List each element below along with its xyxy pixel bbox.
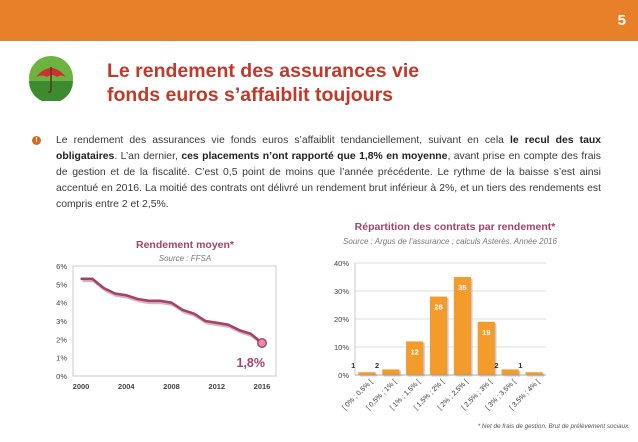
bar-chart-y-tick-label: 30%: [334, 287, 349, 296]
line-chart-point: [238, 329, 241, 331]
line-chart-series-shadow: [82, 279, 265, 347]
bar-chart-bar: [477, 321, 495, 375]
line-chart-y-tick-label: 1%: [56, 354, 67, 363]
bar-chart-bar-shadow: [526, 373, 545, 377]
line-chart-x-tick-label: 2016: [254, 382, 271, 391]
line-chart-point: [257, 338, 268, 349]
title-line-1: Le rendement des assurances vie: [107, 60, 420, 82]
bar-chart-y-tick-label: 20%: [334, 315, 349, 324]
bar-chart-x-tick-label: [ 0% ; 0,5% [: [341, 378, 374, 411]
bar-chart-y-tick-label: 10%: [334, 343, 349, 352]
bar-chart-x-tick-label: [ 1% ; 1,5% [: [389, 378, 422, 411]
bar-chart-value-label: 2: [375, 361, 379, 370]
line-chart-point: [125, 294, 128, 297]
line-chart-plot-area: [72, 265, 277, 377]
line-chart-y-tick-label: 3%: [56, 317, 67, 326]
line-chart-point: [136, 298, 139, 300]
umbrella-icon: [29, 56, 73, 101]
bar-chart-value-label: 1: [351, 361, 355, 370]
bar-chart-title: Répartition des contrats par rendement*: [354, 221, 556, 233]
bar-chart-x-tick-label: [ 3% ; 3,5% [: [485, 378, 518, 411]
line-chart-point: [182, 309, 184, 311]
page-number: 5: [617, 12, 626, 29]
intro-paragraph: Le rendement des assurances vie fonds eu…: [56, 133, 601, 213]
bar-chart-bar-shadow: [455, 278, 473, 377]
line-chart-point: [193, 312, 195, 315]
line-chart-point: [114, 292, 116, 295]
line-chart-x-tick-label: 2008: [163, 382, 180, 391]
footnote: * Net de frais de gestion. Brut de prélè…: [477, 423, 630, 430]
line-chart-y-tick-label: 4%: [56, 299, 67, 308]
bar-chart-bar: [406, 341, 424, 375]
line-chart-title: Rendement moyen*: [135, 239, 235, 251]
line-chart-annotation: 1,8%: [237, 356, 266, 370]
line-chart-x-tick-label: 2012: [208, 382, 225, 391]
bar-chart-bar: [525, 372, 543, 375]
line-chart-x-tick-label: 2000: [73, 382, 90, 391]
line-chart-point: [148, 300, 150, 302]
bar-chart-bar-shadow: [407, 342, 425, 377]
line-chart-point: [170, 301, 173, 304]
title-line-2: fonds euros s’affaiblit toujours: [107, 84, 394, 106]
bar-chart-bar: [358, 372, 376, 375]
bar-chart-bar-shadow: [359, 373, 378, 377]
line-chart-x-tick-label: 2004: [118, 382, 136, 391]
bar-chart-value-label: 28: [434, 303, 442, 312]
line-chart-point: [91, 278, 94, 280]
bar-chart-x-tick-label: [ 3,5% ; 4% [: [508, 378, 541, 411]
line-chart-y-tick-label: 6%: [56, 262, 67, 271]
bar-chart-bar: [453, 277, 472, 375]
bar-chart-x-tick-label: [ 1,5% ; 2% [: [413, 378, 446, 411]
header-bar: 5: [0, 0, 638, 41]
line-chart-point: [159, 300, 161, 302]
paragraph-text-3: , avant prise en compte des frais de ges…: [56, 151, 601, 210]
bar-chart-value-label: 2: [494, 361, 498, 370]
line-chart-point: [204, 320, 207, 322]
bar-chart-value-label: 12: [411, 347, 419, 356]
bar-chart-bar: [382, 369, 400, 375]
bar-chart-x-tick-label: [ 0,5% ; 1% [: [365, 378, 398, 411]
line-chart-point: [102, 287, 105, 289]
line-chart-point: [80, 278, 82, 280]
line-chart-source: Source : FFSA: [158, 254, 212, 263]
bar-chart-value-label: 35: [458, 283, 466, 292]
paragraph-bold-2: ces placements n’ont rapporté que 1,8% e…: [181, 151, 448, 162]
line-chart-y-tick-label: 2%: [56, 335, 67, 344]
line-chart-point: [249, 333, 252, 335]
bar-chart-bar-shadow: [383, 370, 401, 377]
line-chart-y-tick-label: 0%: [56, 372, 67, 381]
bar-chart-source: Source : Argus de l’assurance ; calculs …: [343, 237, 557, 246]
paragraph-bold-1: le recul des taux obligataires: [56, 135, 601, 162]
bar-chart-bar-shadow: [431, 298, 449, 377]
bar-chart-x-tick-label: [ 2% ; 2,5% [: [437, 378, 470, 411]
bar-chart-bar: [501, 369, 519, 375]
bar-chart-bar-shadow: [503, 370, 521, 377]
bar-chart-bar-shadow: [479, 323, 497, 377]
bar-chart-bar: [429, 296, 448, 375]
paragraph-text-1: Le rendement des assurances vie fonds eu…: [56, 135, 510, 146]
line-chart-point: [227, 323, 229, 326]
bar-chart-y-tick-label: 40%: [334, 259, 349, 268]
bar-chart-value-label: 1: [518, 361, 522, 370]
line-chart-y-tick-label: 5%: [56, 280, 67, 289]
info-icon: !: [32, 136, 41, 145]
line-chart-point: [215, 322, 218, 324]
line-chart-series-line: [81, 277, 263, 345]
page-title: Le rendement des assurances vie fonds eu…: [107, 59, 507, 107]
paragraph-text-2: . L’an dernier,: [114, 151, 182, 162]
bar-chart-x-tick-label: [ 2,5% ; 3% [: [461, 378, 494, 411]
bar-chart-y-tick-label: 0%: [338, 371, 349, 380]
bar-chart-value-label: 19: [482, 328, 490, 337]
